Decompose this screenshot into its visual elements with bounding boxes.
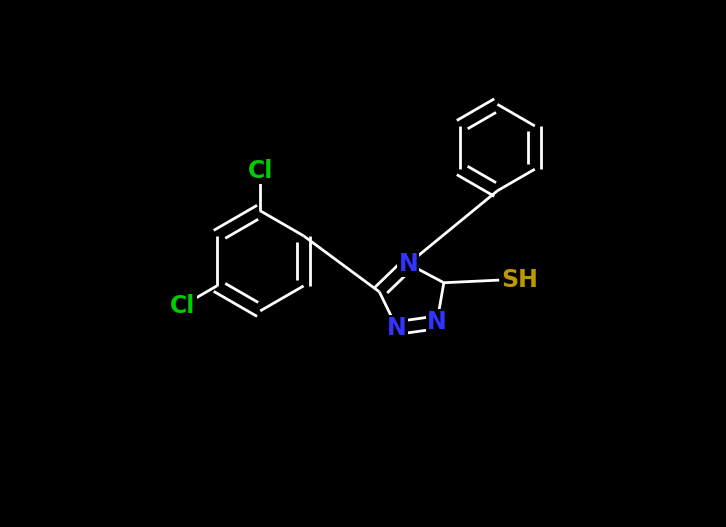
Text: Cl: Cl xyxy=(170,294,195,318)
Text: N: N xyxy=(387,316,407,340)
Text: N: N xyxy=(399,252,418,276)
Text: N: N xyxy=(427,310,446,335)
Text: Cl: Cl xyxy=(248,159,273,183)
Text: SH: SH xyxy=(501,268,538,292)
